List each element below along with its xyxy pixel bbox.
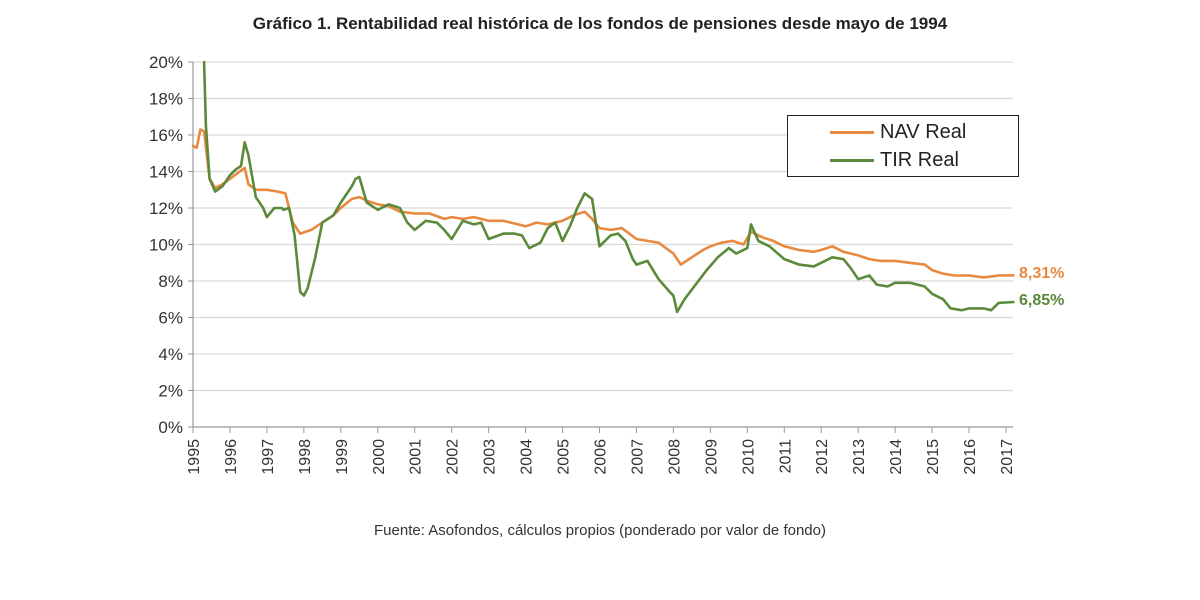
x-tick-label: 2012 xyxy=(814,439,831,475)
x-tick-label: 2016 xyxy=(962,439,979,475)
y-tick-label: 8% xyxy=(158,272,183,291)
x-tick-label: 2003 xyxy=(482,439,499,475)
y-axis: 0% 2% 4% 6% 8% 10% 12% 14% 16% 18% 20% xyxy=(149,53,194,437)
legend-item-tir-real: TIR Real xyxy=(830,147,959,173)
legend-swatch-tir-real xyxy=(830,158,874,162)
x-tick-label: 2004 xyxy=(519,439,536,475)
x-tick-label: 1999 xyxy=(334,439,351,475)
series-lines xyxy=(191,60,1015,314)
x-tick-label: 2008 xyxy=(666,439,683,475)
x-tick-label: 2015 xyxy=(925,439,942,475)
x-tick-label: 2006 xyxy=(593,439,610,475)
y-tick-label: 20% xyxy=(149,53,183,72)
end-label-nav-real: 8,31% xyxy=(1019,265,1065,283)
x-tick-label: 2005 xyxy=(556,439,573,475)
x-tick-label: 2002 xyxy=(445,439,462,475)
y-tick-label: 0% xyxy=(158,418,183,437)
x-tick-label: 2000 xyxy=(371,439,388,475)
x-tick-label: 2011 xyxy=(777,439,794,474)
legend-swatch-nav-real xyxy=(830,130,874,134)
legend-label-nav-real: NAV Real xyxy=(880,120,967,143)
x-tick-label: 2007 xyxy=(629,439,646,475)
y-tick-label: 12% xyxy=(149,199,183,218)
legend-item-nav-real: NAV Real xyxy=(830,119,966,145)
y-tick-label: 14% xyxy=(149,163,183,182)
x-tick-label: 1996 xyxy=(223,439,240,475)
x-tick-label: 2001 xyxy=(408,439,425,475)
x-tick-label: 2009 xyxy=(703,439,720,475)
y-tick-label: 18% xyxy=(149,90,183,109)
source-note: Fuente: Asofondos, cálculos propios (pon… xyxy=(374,522,826,539)
y-tick-label: 10% xyxy=(149,236,183,255)
x-tick-label: 2014 xyxy=(888,439,905,475)
legend: NAV Real TIR Real xyxy=(787,115,1019,177)
x-tick-label: 2010 xyxy=(740,439,757,475)
y-tick-label: 16% xyxy=(149,126,183,145)
y-tick-label: 6% xyxy=(158,309,183,328)
x-tick-label: 2013 xyxy=(851,439,868,475)
x-tick-label: 1995 xyxy=(186,439,203,475)
chart-title: Gráfico 1. Rentabilidad real histórica d… xyxy=(252,14,948,33)
x-tick-label: 2017 xyxy=(999,439,1016,475)
legend-label-tir-real: TIR Real xyxy=(880,148,959,171)
end-label-tir-real: 6,85% xyxy=(1019,291,1065,309)
series-line-nav-real xyxy=(191,128,1015,279)
y-tick-label: 4% xyxy=(158,345,183,364)
x-axis: 1995 1996 1997 1998 1999 2000 2001 2002 2003 2004… xyxy=(186,426,1016,475)
series-line-tir-real xyxy=(202,60,1015,314)
x-tick-label: 1997 xyxy=(260,439,277,475)
x-tick-label: 1998 xyxy=(297,439,314,475)
y-tick-label: 2% xyxy=(158,382,183,401)
